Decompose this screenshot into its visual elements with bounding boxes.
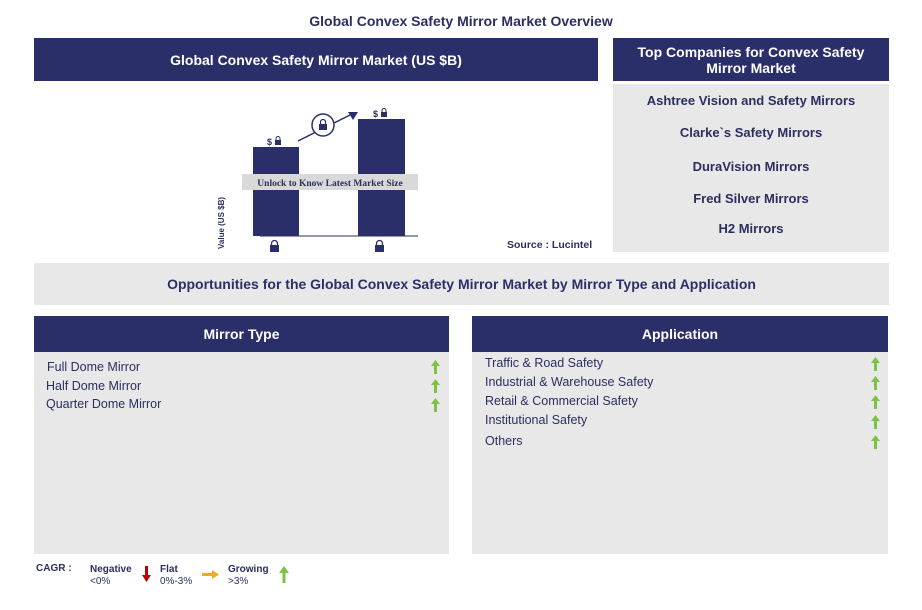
mirror-type-header-text: Mirror Type (203, 326, 280, 342)
company-item: DuraVision Mirrors (692, 159, 810, 174)
flat-arrow-icon (202, 570, 219, 579)
growing-arrow-icon (871, 435, 880, 449)
market-panel-header: Global Convex Safety Mirror Market (US $… (34, 38, 598, 81)
companies-header: Top Companies for Convex Safety Mirror M… (613, 38, 889, 81)
negative-arrow-icon (142, 566, 151, 582)
cagr-label: CAGR : (36, 563, 72, 574)
category-1-lock-icon (270, 239, 279, 252)
growing-arrow-icon (871, 395, 880, 409)
market-chart: Value (US $B) $ $ Unlock to Know Latest … (200, 95, 460, 260)
company-item: H2 Mirrors (718, 221, 784, 236)
unlock-banner-text[interactable]: Unlock to Know Latest Market Size (257, 179, 402, 189)
mirror-type-item: Half Dome Mirror (46, 379, 142, 393)
mirror-type-item: Full Dome Mirror (47, 360, 141, 374)
application-item: Traffic & Road Safety (485, 356, 604, 370)
chart-source: Source : Lucintel (507, 239, 593, 251)
bar-1-value-label: $ (267, 137, 272, 147)
lock-icon (319, 118, 327, 130)
legend-growing-label: Growing (228, 564, 269, 575)
legend-flat-range: 0%-3% (160, 576, 193, 587)
bar-2-value-label: $ (373, 109, 378, 119)
application-header: Application (472, 316, 888, 352)
application-item: Industrial & Warehouse Safety (485, 375, 654, 389)
application-panel: Traffic & Road Safety Industrial & Wareh… (472, 352, 888, 554)
cagr-legend: CAGR : Negative <0% Flat 0%-3% Growing >… (34, 562, 334, 592)
company-item: Clarke`s Safety Mirrors (679, 125, 823, 140)
growing-arrow-icon (871, 357, 880, 371)
category-2-lock-icon (375, 239, 384, 252)
growing-arrow-icon (279, 566, 289, 583)
growing-arrow-icon (431, 379, 440, 393)
companies-header-text: Top Companies for Convex Safety Mirror M… (637, 43, 865, 76)
growing-arrow-icon (431, 398, 440, 412)
application-header-text: Application (641, 326, 719, 342)
company-item: Fred Silver Mirrors (693, 191, 809, 206)
growing-arrow-icon (871, 376, 880, 390)
mirror-type-item: Quarter Dome Mirror (46, 397, 162, 411)
growing-arrow-icon (871, 415, 880, 429)
legend-negative-label: Negative (90, 564, 132, 575)
page-title: Global Convex Safety Mirror Market Overv… (309, 13, 613, 29)
market-panel-header-text: Global Convex Safety Mirror Market (US $… (170, 51, 462, 68)
opportunities-title: Opportunities for the Global Convex Safe… (34, 263, 889, 305)
legend-growing-range: >3% (228, 576, 249, 587)
legend-flat-label: Flat (160, 564, 178, 575)
bar-1-lock-icon (275, 136, 281, 145)
application-item: Retail & Commercial Safety (485, 394, 638, 408)
market-chart-svg: Value (US $B) $ $ Unlock to Know Latest … (217, 108, 418, 252)
bar-2-lock-icon (381, 108, 387, 117)
bar-1 (253, 147, 299, 236)
companies-panel: Ashtree Vision and Safety Mirrors Clarke… (613, 84, 889, 252)
mirror-type-header: Mirror Type (34, 316, 449, 352)
mirror-type-panel: Full Dome Mirror Half Dome Mirror Quarte… (34, 352, 449, 554)
company-item: Ashtree Vision and Safety Mirrors (646, 93, 856, 108)
opportunities-title-text: Opportunities for the Global Convex Safe… (167, 276, 756, 292)
legend-negative-range: <0% (90, 576, 111, 587)
growth-arrow-head (348, 112, 358, 120)
y-axis-label: Value (US $B) (217, 197, 226, 249)
growing-arrow-icon (431, 360, 440, 374)
application-item: Others (485, 434, 523, 448)
unlock-banner[interactable] (242, 174, 418, 190)
application-item: Institutional Safety (485, 413, 588, 427)
